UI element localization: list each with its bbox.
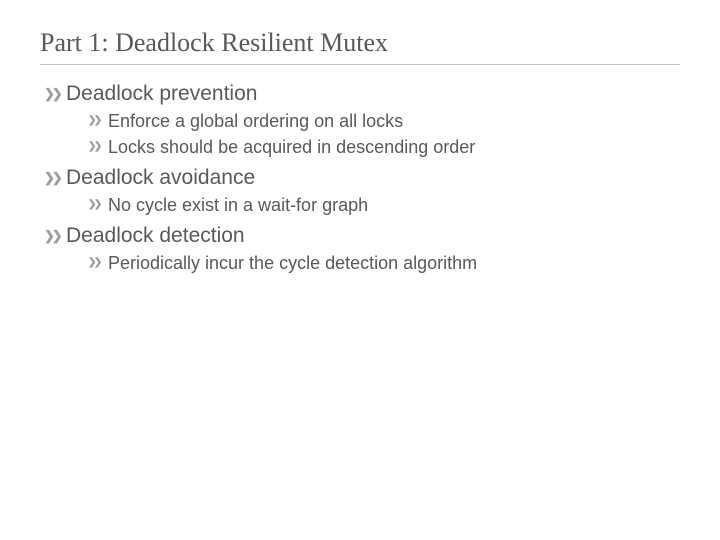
- list-item: ❯❯ Periodically incur the cycle detectio…: [88, 251, 680, 275]
- slide-content: ❯❯ Deadlock prevention ❯❯ Enforce a glob…: [40, 81, 680, 275]
- list-item-text: Enforce a global ordering on all locks: [108, 109, 403, 133]
- list-item: ❯❯ Deadlock detection: [44, 223, 680, 249]
- sublist: ❯❯ Enforce a global ordering on all lock…: [44, 109, 680, 159]
- list-item: ❯❯ Locks should be acquired in descendin…: [88, 135, 680, 159]
- bullet-icon: ❯❯: [44, 165, 66, 191]
- list-item-text: No cycle exist in a wait-for graph: [108, 193, 368, 217]
- bullet-icon: ❯❯: [44, 81, 66, 107]
- slide: Part 1: Deadlock Resilient Mutex ❯❯ Dead…: [0, 0, 720, 540]
- list-item: ❯❯ Deadlock avoidance: [44, 165, 680, 191]
- list-item-text: Locks should be acquired in descending o…: [108, 135, 475, 159]
- list-item-text: Deadlock avoidance: [66, 165, 255, 191]
- bullet-icon: ❯❯: [88, 193, 108, 217]
- slide-title: Part 1: Deadlock Resilient Mutex: [40, 28, 680, 65]
- list-item: ❯❯ No cycle exist in a wait-for graph: [88, 193, 680, 217]
- bullet-icon: ❯❯: [44, 223, 66, 249]
- list-item-text: Deadlock prevention: [66, 81, 257, 107]
- list-item-text: Periodically incur the cycle detection a…: [108, 251, 477, 275]
- bullet-icon: ❯❯: [88, 135, 108, 159]
- list-item: ❯❯ Enforce a global ordering on all lock…: [88, 109, 680, 133]
- list-item-text: Deadlock detection: [66, 223, 245, 249]
- sublist: ❯❯ No cycle exist in a wait-for graph: [44, 193, 680, 217]
- sublist: ❯❯ Periodically incur the cycle detectio…: [44, 251, 680, 275]
- list-item: ❯❯ Deadlock prevention: [44, 81, 680, 107]
- bullet-icon: ❯❯: [88, 251, 108, 275]
- bullet-icon: ❯❯: [88, 109, 108, 133]
